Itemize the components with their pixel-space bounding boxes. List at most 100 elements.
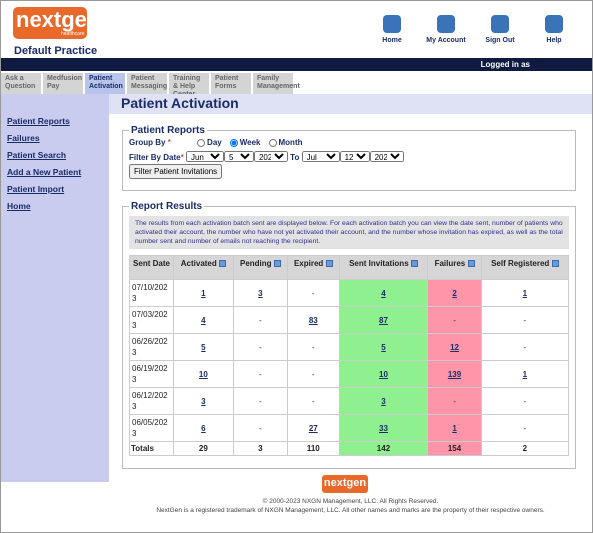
tab[interactable]: Patient Messaging — [127, 73, 167, 94]
nav-label[interactable]: Help — [546, 37, 562, 44]
cell-link[interactable]: 3 — [258, 288, 263, 298]
cell-link[interactable]: 5 — [201, 342, 206, 352]
radio-option[interactable]: Month — [267, 138, 303, 147]
table-cell: - — [427, 306, 482, 334]
table-cell: 10 — [338, 360, 429, 388]
table-cell: - — [232, 387, 289, 415]
cell-link[interactable]: 1 — [522, 288, 528, 298]
radio-option[interactable]: Day — [195, 138, 222, 147]
logo[interactable]: nextgen — [13, 7, 100, 39]
select[interactable]: 12 — [339, 151, 370, 162]
cell-text: 06/26/2023 — [132, 337, 168, 357]
tab[interactable]: Medfusion Pay — [43, 73, 83, 94]
nav-label[interactable]: Sign Out — [485, 37, 515, 44]
cell-link[interactable]: 33 — [379, 423, 388, 433]
sidebar-link[interactable]: Failures — [7, 133, 40, 143]
table-cell: 10 — [173, 360, 234, 388]
nav-item[interactable]: Sign Out — [480, 15, 520, 44]
cell-text: - — [259, 342, 262, 352]
info-icon[interactable] — [219, 260, 226, 268]
cell-link[interactable]: 1 — [522, 369, 528, 379]
nav-item[interactable]: Home — [372, 15, 412, 44]
cell-text: 06/12/2023 — [132, 391, 168, 411]
table-cell: 1 — [480, 279, 570, 307]
copyright: © 2000-2023 NXGN Management, LLC. All Ri… — [262, 498, 439, 505]
cell-link[interactable]: 12 — [450, 342, 459, 352]
sidebar-link[interactable]: Patient Reports — [7, 116, 70, 126]
nav-item[interactable]: My Account — [426, 15, 466, 44]
cell-link[interactable]: 83 — [308, 315, 318, 325]
cell-link[interactable]: 6 — [201, 423, 206, 433]
select[interactable]: Jun — [185, 151, 224, 162]
table-cell: - — [287, 387, 340, 415]
cell-link[interactable]: 10 — [198, 369, 208, 379]
tab[interactable]: Patient Forms — [211, 73, 251, 94]
tab[interactable]: Ask a Question — [1, 73, 41, 94]
column-header: Activated — [173, 255, 234, 280]
cell-link[interactable]: 3 — [201, 396, 206, 406]
nav-label[interactable]: My Account — [426, 37, 466, 44]
cell-link[interactable]: 4 — [201, 315, 206, 325]
info-icon[interactable] — [410, 260, 418, 268]
sidebar-link[interactable]: Patient Import — [7, 184, 65, 194]
info-icon[interactable] — [551, 260, 559, 268]
column-header: Self Registered — [480, 255, 570, 280]
cell-link[interactable]: 1 — [452, 423, 457, 433]
select[interactable]: 2023 — [253, 151, 288, 162]
column-header: Expired — [287, 255, 340, 280]
select[interactable]: 5 — [223, 151, 254, 162]
table-cell: 1 — [427, 414, 482, 442]
table-cell: - — [287, 333, 340, 361]
cell-link[interactable]: 2 — [452, 288, 457, 298]
table-row: 06/05/2023 6 - 27 33 1 - — [129, 414, 570, 442]
info-icon[interactable] — [273, 260, 281, 268]
sidebar-link[interactable]: Home — [7, 201, 31, 211]
cell-text: - — [523, 423, 527, 433]
radio[interactable] — [197, 138, 206, 147]
cell-link[interactable]: 87 — [379, 315, 388, 325]
sidebar-link[interactable]: Add a New Patient — [7, 167, 82, 177]
cell-link[interactable]: 10 — [379, 369, 388, 379]
info-icon[interactable] — [325, 260, 333, 268]
header-text: Pending — [239, 259, 272, 268]
select[interactable]: 2023 — [369, 151, 404, 162]
table-cell: - — [480, 333, 570, 361]
filter-button[interactable]: Filter Patient Invitations — [129, 164, 223, 179]
table-cell: - — [427, 387, 482, 415]
info-icon[interactable] — [467, 260, 475, 268]
cell-link[interactable]: 4 — [381, 288, 386, 298]
cell-link[interactable]: 1 — [201, 288, 206, 298]
sidebar: Patient Reports Failures Patient Search Add… — [1, 94, 109, 482]
radio-option[interactable]: Week — [228, 138, 261, 147]
table-cell: 06/05/2023 — [129, 414, 174, 442]
table-cell: 4 — [338, 279, 429, 307]
select[interactable]: Jul — [301, 151, 340, 162]
cell-text: - — [311, 342, 315, 352]
cell-link[interactable]: 139 — [447, 369, 462, 379]
sidebar-link[interactable]: Patient Search — [7, 150, 67, 160]
cell-link[interactable]: 5 — [381, 342, 386, 352]
radio-label: Day — [207, 138, 222, 147]
table-cell: 1 — [480, 360, 570, 388]
radio[interactable] — [268, 138, 277, 147]
header-text: Sent Date — [133, 259, 170, 268]
nav-label[interactable]: Home — [382, 37, 402, 44]
table-cell: - — [232, 306, 289, 334]
table-cell: 4 — [173, 306, 234, 334]
cell-link[interactable]: 27 — [308, 423, 318, 433]
radio-group: Day Week Month — [195, 138, 308, 147]
cell-text: - — [453, 396, 456, 406]
cell-text: 07/10/2023 — [132, 283, 168, 303]
column-header: Failures — [427, 255, 482, 280]
cell-text: - — [453, 315, 456, 325]
radio-label: Week — [239, 138, 261, 147]
nav-item[interactable]: Help — [534, 15, 574, 44]
table-cell: 27 — [287, 414, 340, 442]
table-cell: 5 — [173, 333, 234, 361]
tab[interactable]: Family Management — [253, 73, 300, 94]
radio[interactable] — [229, 138, 238, 147]
tab[interactable]: Patient Activation — [85, 73, 125, 94]
cell-link[interactable]: 3 — [381, 396, 386, 406]
tab[interactable]: Training & Help Center — [169, 73, 209, 98]
